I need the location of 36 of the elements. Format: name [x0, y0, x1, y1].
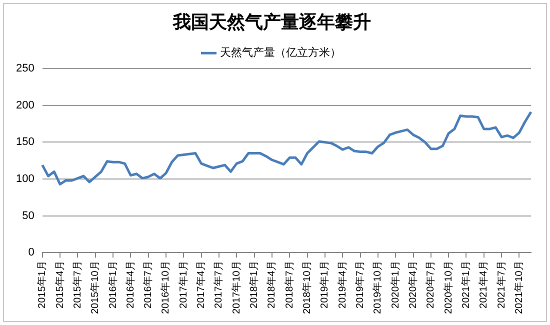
x-tick-label: 2016年7月: [142, 260, 154, 308]
x-tick-label: 2021年4月: [478, 260, 490, 308]
x-tick-label: 2020年10月: [442, 260, 454, 314]
y-tick-label: 250: [16, 62, 34, 75]
x-tick-label: 2017年1月: [177, 260, 190, 308]
x-tick-label: 2020年4月: [407, 260, 420, 308]
y-tick-label: 200: [16, 99, 34, 112]
x-tick-label: 2019年1月: [318, 260, 331, 308]
x-tick-label: 2016年1月: [106, 260, 119, 308]
x-tick-label: 2017年7月: [212, 260, 225, 308]
y-tick-label: 150: [16, 136, 34, 148]
x-tick-label: 2015年10月: [89, 260, 102, 314]
y-tick-label: 50: [22, 210, 34, 222]
x-tick-label: 2018年4月: [266, 260, 278, 308]
x-tick-label: 2019年10月: [372, 260, 384, 314]
x-tick-label: 2021年7月: [495, 260, 508, 308]
x-tick-label: 2018年10月: [301, 260, 314, 314]
x-tick-label: 2018年1月: [248, 260, 260, 308]
x-tick-label: 2019年7月: [354, 260, 366, 308]
y-tick-label: 100: [16, 173, 34, 186]
legend-label: 天然气产量（亿立方米）: [220, 46, 341, 60]
x-tick-label: 2019年4月: [336, 260, 348, 308]
x-tick-label: 2017年4月: [195, 260, 208, 308]
y-tick-label: 0: [28, 246, 34, 259]
x-tick-label: 2016年10月: [160, 260, 172, 314]
x-tick-label: 2015年4月: [54, 260, 66, 308]
x-tick-label: 2020年7月: [424, 260, 437, 308]
x-tick-label: 2017年10月: [230, 260, 242, 314]
x-tick-label: 2021年10月: [512, 260, 525, 314]
chart-title: 我国天然气产量逐年攀升: [172, 12, 371, 32]
x-tick-label: 2020年1月: [389, 260, 402, 308]
x-tick-label: 2015年7月: [71, 260, 84, 308]
x-tick-label: 2021年1月: [460, 260, 472, 308]
x-tick-label: 2015年1月: [36, 260, 48, 308]
x-tick-label: 2016年4月: [124, 260, 136, 308]
x-tick-label: 2018年7月: [283, 260, 296, 308]
